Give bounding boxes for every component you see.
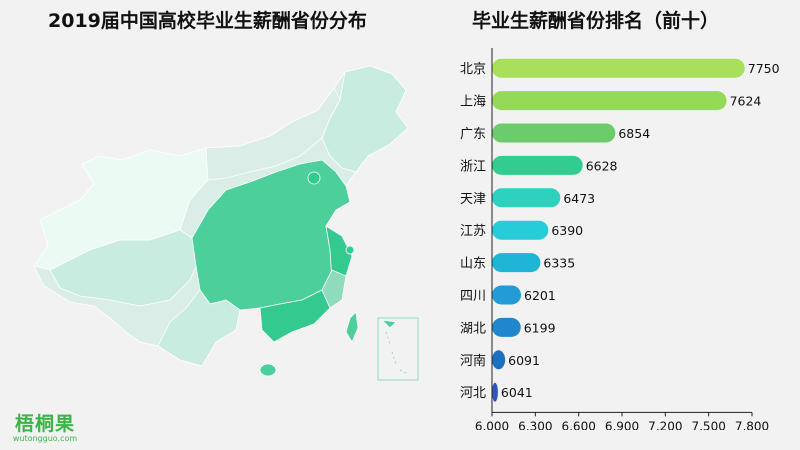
chart-title: 毕业生薪酬省份排名（前十） (472, 10, 720, 32)
bar-0 (492, 58, 745, 78)
map-region-taiwan (345, 311, 359, 343)
map-region-southeast (321, 269, 347, 309)
bar-2 (492, 123, 616, 143)
map-region-shanghai (345, 245, 355, 255)
bars-group (492, 58, 745, 402)
bar-6 (492, 253, 541, 273)
map-region-beijing (307, 171, 321, 185)
bar-1 (492, 91, 727, 111)
logo-url: wutongguo.com (12, 434, 78, 443)
value-label-10: 6041 (501, 385, 533, 400)
bar-8 (492, 317, 521, 337)
logo-text: 梧桐果 (14, 413, 75, 435)
category-label-1: 上海 (460, 95, 486, 110)
value-label-4: 6473 (563, 191, 595, 206)
x-tick-label-1: 6,300 (518, 419, 552, 430)
category-label-2: 广东 (460, 127, 486, 142)
value-label-1: 7624 (730, 94, 762, 109)
category-label-0: 北京 (460, 62, 486, 77)
x-tick-label-0: 6,000 (475, 419, 509, 430)
bar-7 (492, 285, 522, 305)
value-label-3: 6628 (586, 158, 618, 173)
map-inset-south-sea (377, 317, 419, 381)
bar-9 (492, 350, 506, 370)
x-tick-label-5: 7,500 (691, 419, 725, 430)
category-label-6: 山东 (460, 257, 486, 272)
map-title: 2019届中国高校毕业生薪酬省份分布 (48, 10, 367, 32)
value-label-6: 6335 (543, 256, 575, 271)
value-label-2: 6854 (618, 126, 650, 141)
category-label-5: 江苏 (460, 223, 486, 239)
x-tick-label-3: 6,900 (605, 419, 639, 430)
value-labels-group: 7750 7624 6854 6628 6473 6390 6335 6201 6199 6091… (501, 61, 780, 400)
category-label-9: 河南 (460, 353, 486, 369)
map-region-northeast (321, 65, 409, 173)
bar-3 (492, 155, 583, 175)
x-tick-label-2: 6,600 (561, 419, 595, 430)
value-label-9: 6091 (508, 353, 540, 368)
value-label-0: 7750 (748, 61, 780, 76)
map-inset-dashes (385, 331, 409, 375)
map-region-hainan (259, 363, 277, 377)
map-region-south (259, 289, 331, 343)
map-region-north (205, 87, 341, 181)
bar-4 (492, 188, 561, 208)
x-tick-label-6: 7,800 (735, 419, 769, 430)
category-label-8: 湖北 (460, 321, 486, 336)
value-label-7: 6201 (524, 288, 556, 303)
x-tick-label-4: 7,200 (648, 419, 682, 430)
bar-5 (492, 220, 549, 240)
category-label-4: 天津 (460, 192, 486, 207)
bar-10 (492, 382, 498, 402)
category-label-7: 四川 (460, 289, 486, 304)
category-label-3: 浙江 (460, 159, 486, 174)
value-label-5: 6390 (551, 223, 583, 238)
map-inset-island (380, 319, 397, 329)
logo: 梧桐果 wutongguo.com (4, 414, 86, 444)
category-label-10: 河北 (460, 386, 486, 401)
value-label-8: 6199 (524, 320, 556, 335)
x-axis: 6,000 6,300 6,600 6,900 7,200 7,500 7,800 (475, 411, 769, 430)
china-province-map (33, 65, 419, 381)
map-region-southwest (157, 289, 241, 367)
